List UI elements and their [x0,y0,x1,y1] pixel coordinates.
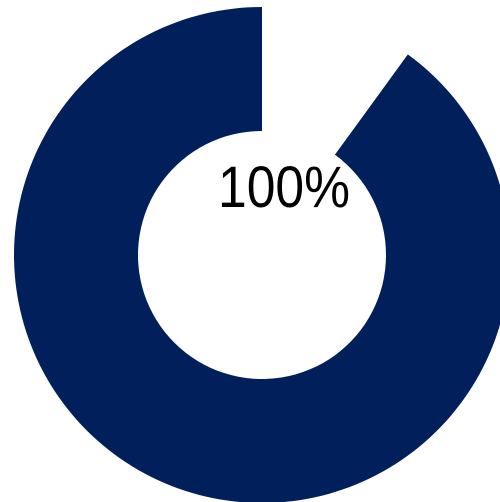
center-percentage-label: 100% [218,155,350,220]
donut-slice-2 [262,7,408,155]
donut-slice-1 [14,7,500,502]
donut-slices [14,7,500,502]
